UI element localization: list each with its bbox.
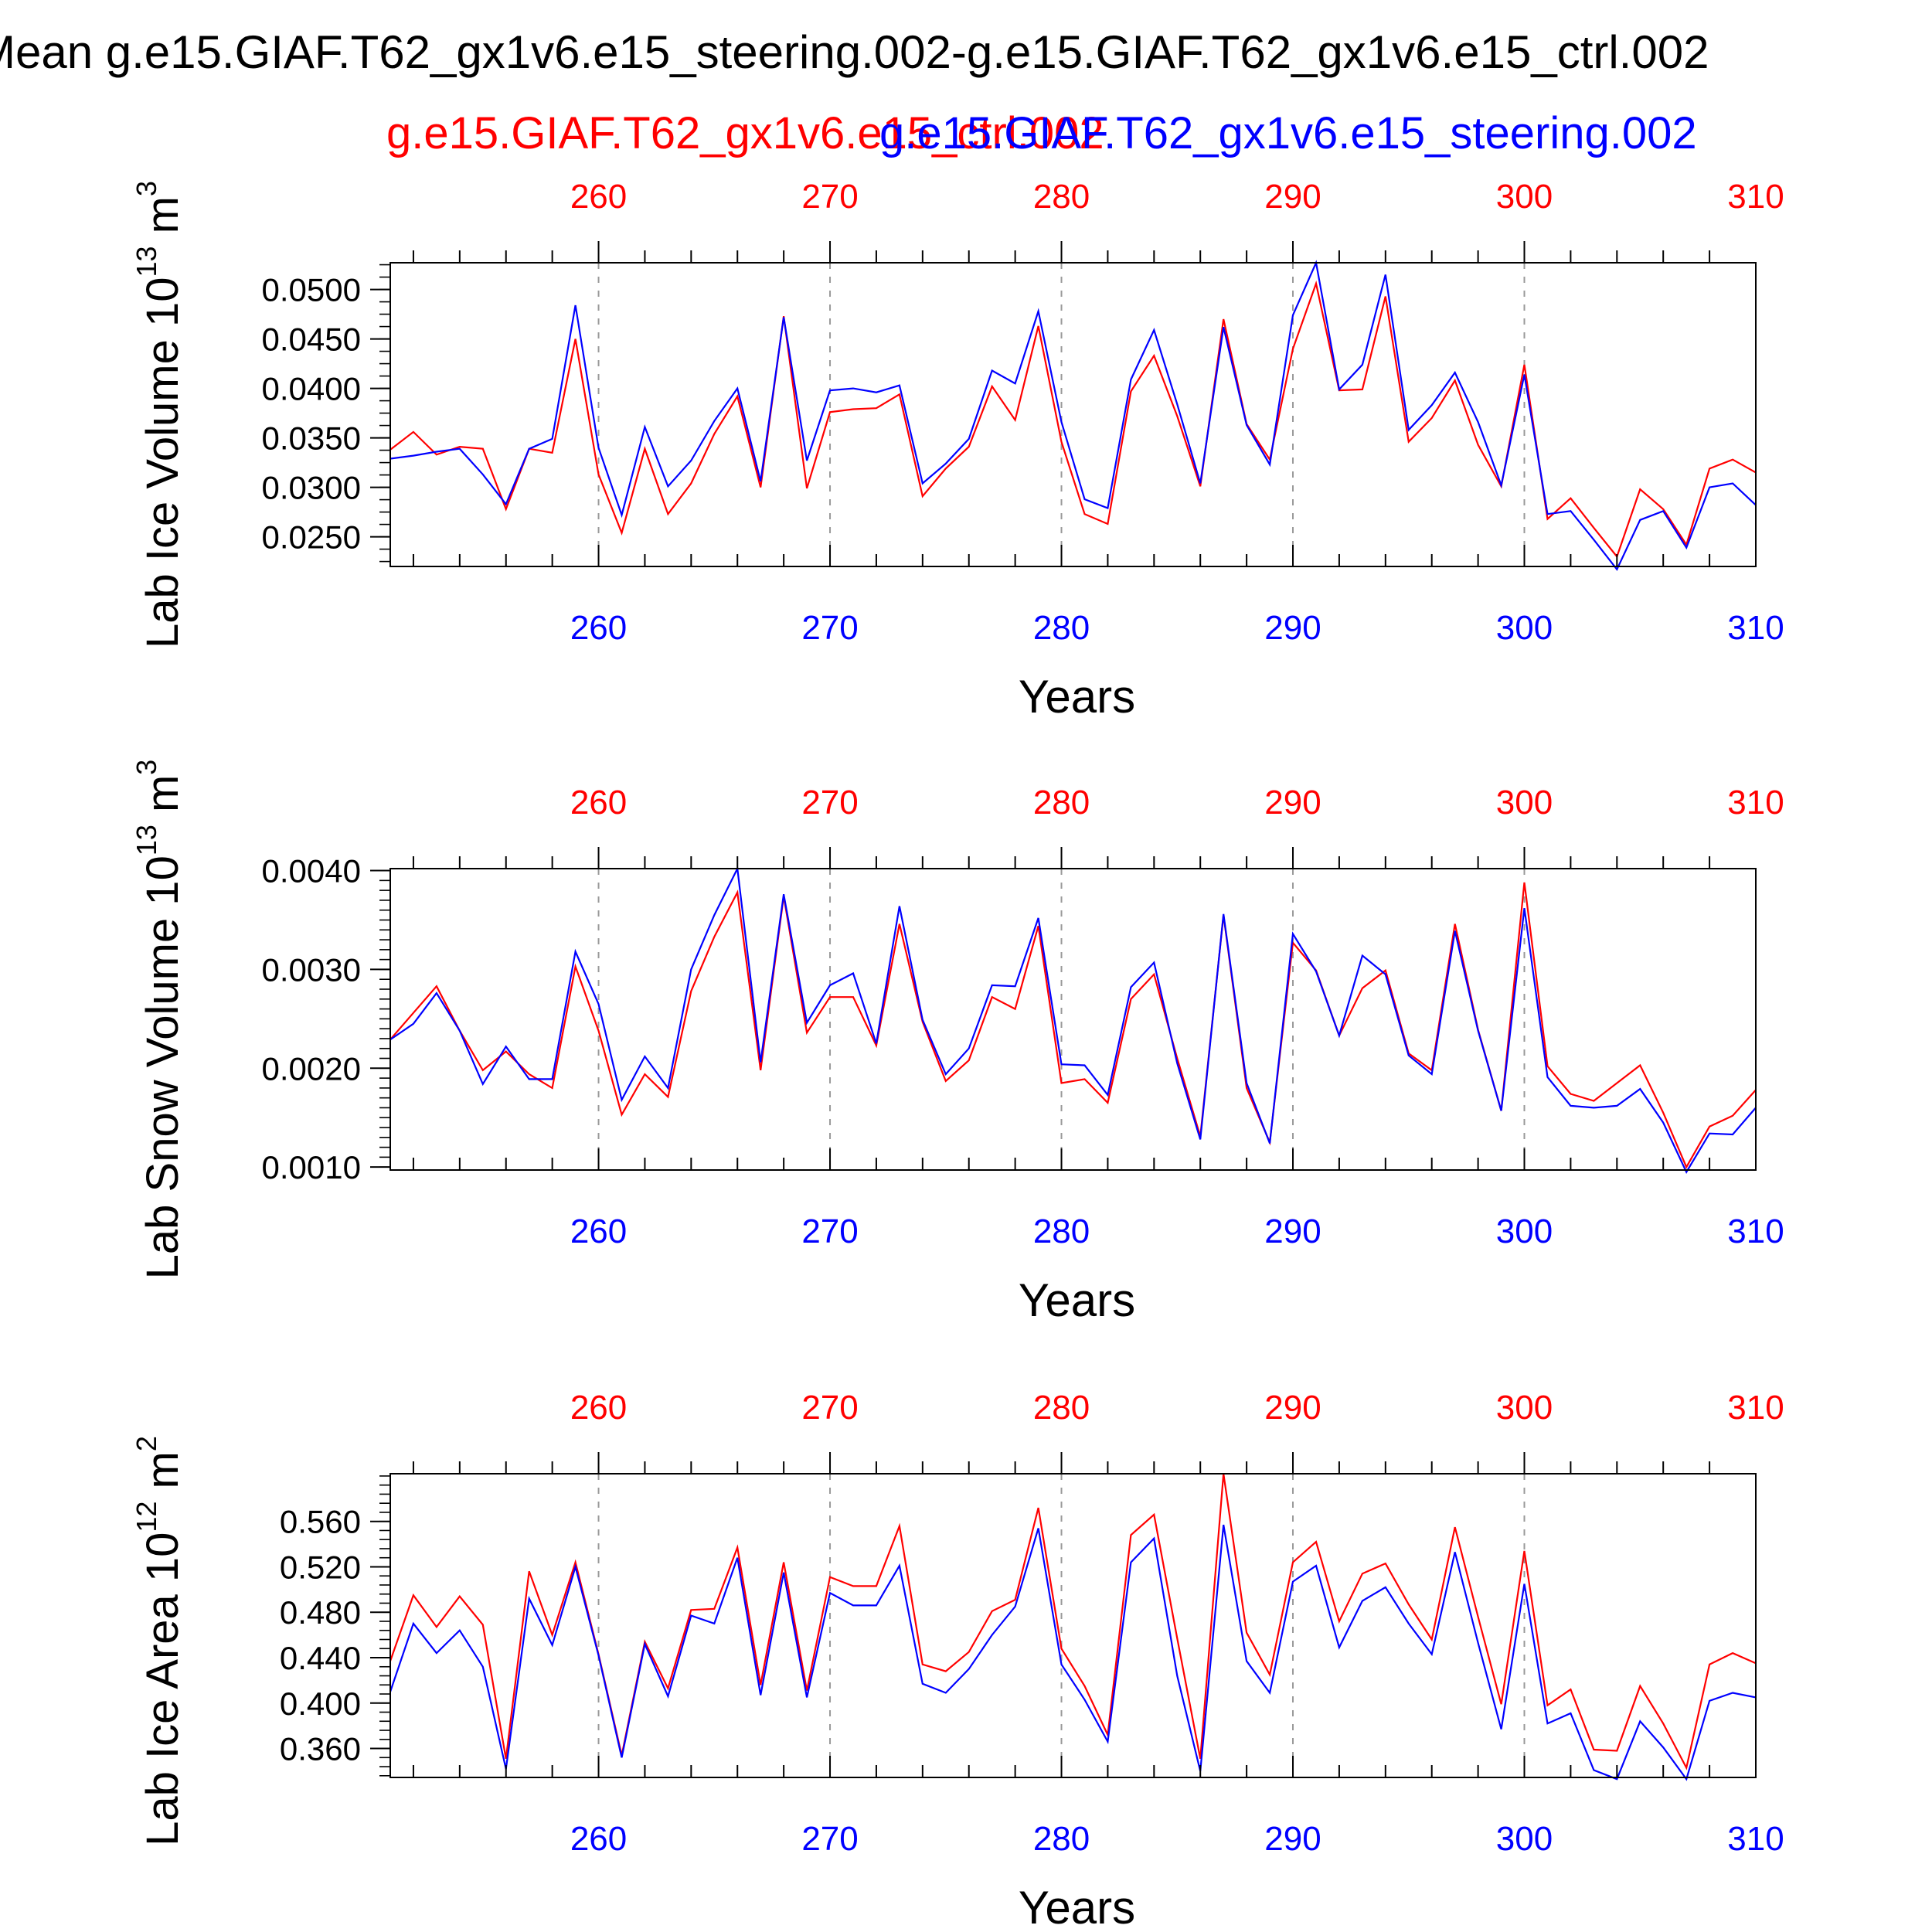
y-tick-label: 0.440 — [280, 1640, 361, 1676]
y-axis-label-part: m — [138, 196, 188, 246]
x-tick-label-top: 270 — [801, 1389, 858, 1427]
y-tick-label: 0.0250 — [262, 519, 361, 556]
x-tick-label-top: 300 — [1496, 1389, 1553, 1427]
series-line — [389, 882, 1757, 1169]
y-tick-label: 0.0010 — [262, 1149, 361, 1185]
x-axis-label: Years — [1019, 1882, 1135, 1932]
y-axis-label: Lab Ice Volume 1013 m3 — [131, 181, 188, 648]
x-tick-label-top: 290 — [1264, 1389, 1321, 1427]
x-tick-label-bottom: 290 — [1264, 609, 1321, 647]
series-line — [389, 866, 1757, 1174]
x-tick-label-bottom: 290 — [1264, 1820, 1321, 1858]
panel-3: 260 260 270 270 280 280 290 290 300 300 310 310 Year… — [131, 1389, 1784, 1932]
y-axis-label-part: Lab Ice Area 10 — [138, 1532, 188, 1846]
y-axis-label-part: 13 — [131, 825, 162, 855]
y-axis-label-part: 2 — [131, 1436, 162, 1451]
legend-ctrl: g.e15.GIAF.T62_gx1v6.e15_ctrl.002 — [386, 108, 1104, 158]
y-tick-label: 0.0400 — [262, 371, 361, 407]
x-tick-label-bottom: 310 — [1727, 609, 1784, 647]
x-tick-label-bottom: 280 — [1033, 1820, 1090, 1858]
x-tick-label-bottom: 300 — [1496, 609, 1553, 647]
x-tick-label-bottom: 270 — [801, 1820, 858, 1858]
figure-title: Mean g.e15.GIAF.T62_gx1v6.e15_steering.0… — [0, 26, 1709, 78]
x-tick-label-bottom: 310 — [1727, 1820, 1784, 1858]
y-tick-label: 0.0350 — [262, 420, 361, 457]
x-tick-label-top: 280 — [1033, 178, 1090, 216]
x-tick-label-top: 290 — [1264, 178, 1321, 216]
y-tick-label: 0.480 — [280, 1594, 361, 1631]
x-tick-label-bottom: 280 — [1033, 609, 1090, 647]
y-tick-label: 0.0040 — [262, 853, 361, 889]
y-tick-label: 0.400 — [280, 1685, 361, 1722]
x-tick-label-top: 270 — [801, 178, 858, 216]
y-tick-label: 0.360 — [280, 1731, 361, 1767]
panel-2: 260 260 270 270 280 280 290 290 300 300 310 310 Year… — [131, 760, 1784, 1326]
x-tick-label-top: 290 — [1264, 784, 1321, 821]
x-tick-label-bottom: 280 — [1033, 1213, 1090, 1250]
x-tick-label-top: 280 — [1033, 1389, 1090, 1427]
y-axis-label-part: m — [138, 775, 188, 825]
x-tick-label-top: 310 — [1727, 1389, 1784, 1427]
plot-frame — [389, 262, 1757, 567]
y-axis-label-part: Lab Ice Volume 10 — [138, 277, 188, 648]
x-tick-label-top: 270 — [801, 784, 858, 821]
x-tick-label-bottom: 260 — [570, 1820, 627, 1858]
x-tick-label-bottom: 260 — [570, 1213, 627, 1250]
y-tick-label: 0.0300 — [262, 470, 361, 506]
panels: 260 260 270 270 280 280 290 290 300 300 310 310 Year… — [131, 178, 1784, 1932]
x-tick-label-bottom: 310 — [1727, 1213, 1784, 1250]
x-tick-label-bottom: 270 — [801, 1213, 858, 1250]
x-axis-label: Years — [1019, 1274, 1135, 1326]
x-tick-label-bottom: 270 — [801, 609, 858, 647]
y-tick-label: 0.0030 — [262, 951, 361, 988]
x-tick-label-top: 260 — [570, 1389, 627, 1427]
y-tick-label: 0.520 — [280, 1549, 361, 1585]
x-axis-label: Years — [1019, 671, 1135, 723]
plot-frame — [389, 1473, 1757, 1778]
y-axis-label-part: m — [138, 1451, 188, 1501]
legend-steering: g.e15.GIAF.T62_gx1v6.e15_steering.002 — [879, 108, 1697, 158]
y-axis-label: Lab Ice Area 1012 m2 — [131, 1436, 188, 1846]
x-tick-label-top: 260 — [570, 178, 627, 216]
y-axis-label-part: 12 — [131, 1502, 162, 1532]
y-axis-label: Lab Snow Volume 1013 m3 — [131, 760, 188, 1280]
y-tick-label: 0.560 — [280, 1504, 361, 1540]
y-axis-label-part: 3 — [131, 181, 162, 196]
y-axis-label-part: Lab Snow Volume 10 — [138, 855, 188, 1279]
y-tick-label: 0.0500 — [262, 272, 361, 308]
y-axis-label-part: 3 — [131, 760, 162, 775]
x-tick-label-top: 280 — [1033, 784, 1090, 821]
x-tick-label-bottom: 260 — [570, 609, 627, 647]
series-line — [389, 1473, 1757, 1770]
y-tick-label: 0.0450 — [262, 321, 361, 358]
y-tick-label: 0.0020 — [262, 1050, 361, 1087]
x-tick-label-bottom: 300 — [1496, 1213, 1553, 1250]
x-tick-label-top: 260 — [570, 784, 627, 821]
x-tick-label-top: 310 — [1727, 178, 1784, 216]
series-line — [389, 260, 1757, 571]
y-axis-label-part: 13 — [131, 246, 162, 277]
x-tick-label-bottom: 300 — [1496, 1820, 1553, 1858]
x-tick-label-top: 300 — [1496, 784, 1553, 821]
series-line — [389, 280, 1757, 559]
x-tick-label-top: 300 — [1496, 178, 1553, 216]
panel-1: 260 260 270 270 280 280 290 290 300 300 310 310 Year… — [131, 178, 1784, 723]
x-tick-label-top: 310 — [1727, 784, 1784, 821]
series-line — [389, 1524, 1757, 1781]
x-tick-label-bottom: 290 — [1264, 1213, 1321, 1250]
